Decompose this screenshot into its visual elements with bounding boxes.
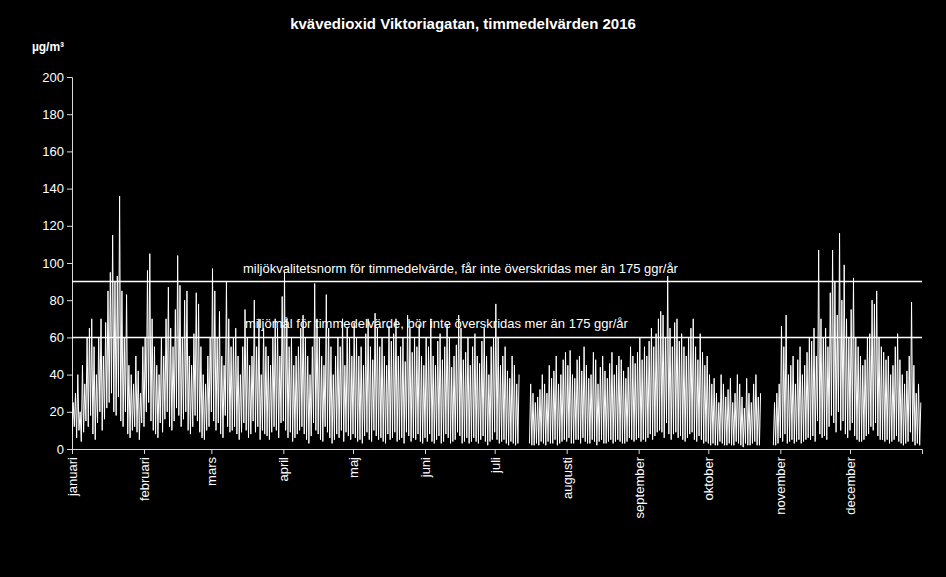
y-tick-label: 120	[42, 218, 64, 233]
reference-line	[72, 281, 922, 283]
x-tick: juni	[418, 449, 433, 478]
x-tick: december	[843, 449, 858, 515]
x-tick-mark	[144, 449, 145, 454]
y-axis: 0 20 40 60 80 100 120 140 160 180 200	[42, 70, 72, 457]
y-tick: 160	[42, 144, 72, 159]
y-tick: 80	[50, 293, 72, 308]
y-tick-mark	[67, 226, 72, 227]
x-tick-mark	[850, 449, 851, 454]
y-tick: 60	[50, 330, 72, 345]
x-tick: maj	[346, 449, 361, 478]
x-tick-label: oktober	[701, 456, 716, 500]
x-tick-label: mars	[204, 457, 219, 486]
y-tick-label: 140	[42, 181, 64, 196]
x-tick-label: december	[843, 456, 858, 514]
x-tick-mark	[780, 449, 781, 454]
y-tick: 40	[50, 367, 72, 382]
x-tick-mark	[495, 449, 496, 454]
x-tick-mark	[567, 449, 568, 454]
x-tick: oktober	[701, 449, 716, 500]
y-tick: 200	[42, 70, 72, 85]
y-tick-label: 0	[57, 442, 64, 457]
x-tick: november	[773, 449, 788, 515]
x-tick-mark	[425, 449, 426, 454]
reference-line	[72, 337, 922, 339]
x-tick-mark	[211, 449, 212, 454]
data-line	[530, 276, 761, 447]
x-tick-label: augusti	[560, 457, 575, 499]
y-tick-label: 60	[50, 330, 64, 345]
x-tick-label: januari	[65, 457, 80, 497]
reference-lines	[72, 282, 922, 338]
y-tick-mark	[67, 77, 72, 78]
y-tick-label: 80	[50, 293, 64, 308]
plot-area	[72, 196, 921, 447]
y-tick: 0	[57, 442, 72, 457]
chart-svg: 0 20 40 60 80 100 120 140 160 180 200 januari februa…	[0, 0, 946, 577]
y-tick-label: 180	[42, 107, 64, 122]
y-tick-mark	[67, 337, 72, 338]
y-axis-line	[67, 78, 73, 450]
x-tick: september	[632, 449, 647, 518]
x-tick-label: september	[632, 456, 647, 518]
y-axis-title: µg/m³	[32, 40, 64, 54]
data-line	[773, 233, 920, 445]
x-tick: april	[276, 449, 291, 482]
x-axis: januari februari mars april maj juni juli augus…	[65, 449, 922, 518]
y-tick: 20	[50, 404, 72, 419]
x-tick-mark	[708, 449, 709, 454]
y-tick: 120	[42, 218, 72, 233]
x-tick-mark	[283, 449, 284, 454]
y-tick-mark	[67, 114, 72, 115]
x-tick-mark	[639, 449, 640, 454]
x-tick-label: november	[773, 456, 788, 514]
y-tick-mark	[67, 412, 72, 413]
x-tick-label: februari	[137, 457, 152, 501]
y-tick-mark	[67, 263, 72, 264]
x-tick: januari	[65, 449, 80, 497]
y-tick-label: 40	[50, 367, 64, 382]
x-tick-label: juni	[418, 457, 433, 478]
x-tick-mark	[72, 449, 73, 454]
y-tick-label: 100	[42, 256, 64, 271]
x-tick-label: april	[276, 457, 291, 482]
reference-label: miljökvalitetsnorm för timmedelvärde, få…	[243, 261, 679, 276]
x-axis-line	[73, 450, 923, 455]
x-tick: juli	[488, 449, 503, 474]
y-tick-mark	[67, 300, 72, 301]
reference-labels: miljökvalitetsnorm för timmedelvärde, få…	[243, 261, 679, 332]
y-tick-mark	[67, 189, 72, 190]
x-tick-mark	[353, 449, 354, 454]
x-tick-label: juli	[488, 457, 503, 474]
x-tick-label: maj	[346, 457, 361, 478]
y-tick: 100	[42, 256, 72, 271]
y-tick-mark	[67, 449, 72, 450]
y-tick: 180	[42, 107, 72, 122]
y-tick-mark	[67, 375, 72, 376]
x-tick: mars	[204, 449, 219, 486]
chart-title: kvävedioxid Viktoriagatan, timmedelvärde…	[290, 15, 636, 32]
reference-label: miljömål för timmedelvärde, bör inte öve…	[245, 316, 629, 331]
y-tick-label: 200	[42, 70, 64, 85]
y-tick-mark	[67, 151, 72, 152]
x-tick: februari	[137, 449, 152, 501]
y-tick: 140	[42, 181, 72, 196]
y-tick-label: 160	[42, 144, 64, 159]
x-tick: augusti	[560, 449, 575, 499]
y-tick-label: 20	[50, 404, 64, 419]
